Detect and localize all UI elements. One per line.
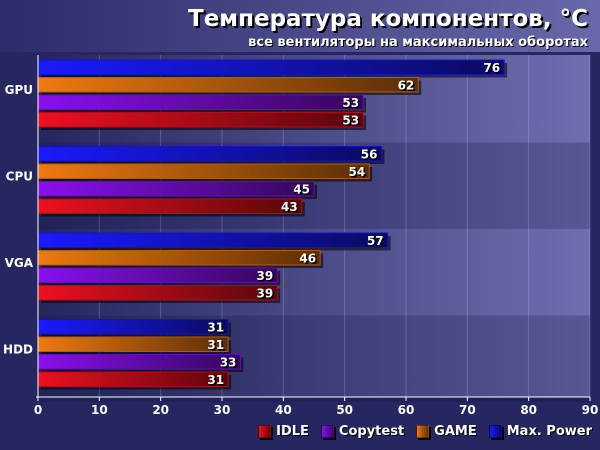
bar-vga-copytest (37, 267, 278, 283)
x-tick-label-10: 10 (91, 403, 108, 417)
bar-label-cpu-copytest: 45 (293, 183, 310, 197)
bar-label-shadow-gpu-copytest: 53 (344, 98, 361, 112)
x-tick-label-40: 40 (275, 403, 292, 417)
x-tick-label-60: 60 (398, 403, 415, 417)
bar-vga-idle (37, 285, 278, 301)
bar-label-gpu-max-power: 76 (483, 61, 500, 75)
bar-label-shadow-gpu-max-power: 76 (485, 63, 502, 77)
bar-label-shadow-cpu-copytest: 45 (295, 184, 312, 198)
x-tick-label-50: 50 (336, 403, 353, 417)
bar-label-shadow-vga-max-power: 57 (368, 236, 385, 250)
legend-item-idle: IDLE (258, 424, 309, 439)
legend-label-idle: IDLE (276, 424, 309, 439)
legend-label-game: GAME (434, 424, 477, 439)
bar-label-shadow-hdd-copytest: 33 (221, 357, 238, 371)
x-tick-label-70: 70 (459, 403, 476, 417)
category-label-hdd: HDD (3, 343, 33, 357)
bar-label-hdd-copytest: 33 (220, 356, 237, 370)
x-tick-label-80: 80 (520, 403, 537, 417)
bar-label-hdd-idle: 31 (207, 373, 224, 387)
legend-label-copytest: Copytest (338, 424, 405, 439)
bar-label-gpu-game: 62 (398, 79, 415, 93)
bar-label-vga-game: 46 (299, 252, 316, 266)
bar-label-hdd-game: 31 (207, 338, 224, 352)
bar-label-cpu-game: 54 (348, 165, 365, 179)
x-tick-label-30: 30 (214, 403, 231, 417)
bar-label-shadow-vga-game: 46 (301, 253, 318, 267)
category-label-vga: VGA (5, 256, 34, 270)
category-label-gpu: GPU (5, 83, 33, 97)
category-label-cpu: CPU (6, 170, 33, 184)
legend-label-max-power: Max. Power (506, 424, 592, 439)
bar-label-shadow-hdd-idle: 31 (209, 375, 226, 389)
legend-swatch-idle (258, 425, 272, 438)
bar-cpu-copytest (37, 181, 315, 197)
x-tick-label-90: 90 (582, 403, 599, 417)
bar-gpu-idle (37, 112, 364, 128)
bar-cpu-game (37, 163, 370, 179)
legend-swatch-game (416, 425, 430, 438)
bar-vga-max-power (37, 232, 389, 248)
bar-cpu-max-power (37, 146, 382, 162)
bar-hdd-max-power (37, 319, 229, 335)
bar-label-vga-copytest: 39 (256, 269, 273, 283)
bar-label-vga-idle: 39 (256, 287, 273, 301)
bar-label-shadow-hdd-max-power: 31 (209, 322, 226, 336)
bar-label-shadow-cpu-max-power: 56 (362, 149, 379, 163)
legend-swatch-max-power (488, 425, 502, 438)
bar-label-shadow-cpu-idle: 43 (283, 202, 300, 216)
legend-item-copytest: Copytest (320, 424, 405, 439)
bar-label-shadow-vga-idle: 39 (258, 288, 275, 302)
bar-label-hdd-max-power: 31 (207, 321, 224, 335)
bar-label-shadow-gpu-idle: 53 (344, 115, 361, 129)
legend-item-game: GAME (416, 424, 477, 439)
bar-gpu-max-power (37, 59, 505, 75)
bar-hdd-game (37, 336, 229, 352)
x-tick-label-0: 0 (34, 403, 42, 417)
title-band (0, 0, 600, 52)
bar-label-gpu-copytest: 53 (342, 96, 359, 110)
bar-label-cpu-max-power: 56 (361, 148, 378, 162)
chart-subtitle: все вентиляторы на максимальных оборотах (248, 35, 588, 50)
bar-hdd-copytest (37, 354, 241, 370)
x-tick-label-20: 20 (152, 403, 169, 417)
bar-label-cpu-idle: 43 (281, 200, 298, 214)
bar-label-gpu-idle: 53 (342, 114, 359, 128)
legend-swatch-copytest (320, 425, 334, 438)
bar-hdd-idle (37, 371, 229, 387)
bar-gpu-game (37, 77, 419, 93)
bar-cpu-idle (37, 198, 303, 214)
bar-label-shadow-hdd-game: 31 (209, 340, 226, 354)
bar-vga-game (37, 250, 321, 266)
bar-label-shadow-cpu-game: 54 (350, 167, 367, 181)
bar-label-shadow-vga-copytest: 39 (258, 271, 275, 285)
bar-label-vga-max-power: 57 (367, 234, 384, 248)
bar-label-shadow-gpu-game: 62 (399, 80, 416, 94)
chart-title: Температура компонентов, °С (188, 6, 588, 32)
legend-item-max-power: Max. Power (488, 424, 592, 439)
bar-gpu-copytest (37, 94, 364, 110)
legend: IDLE Copytest GAME Max. Power (258, 424, 592, 439)
